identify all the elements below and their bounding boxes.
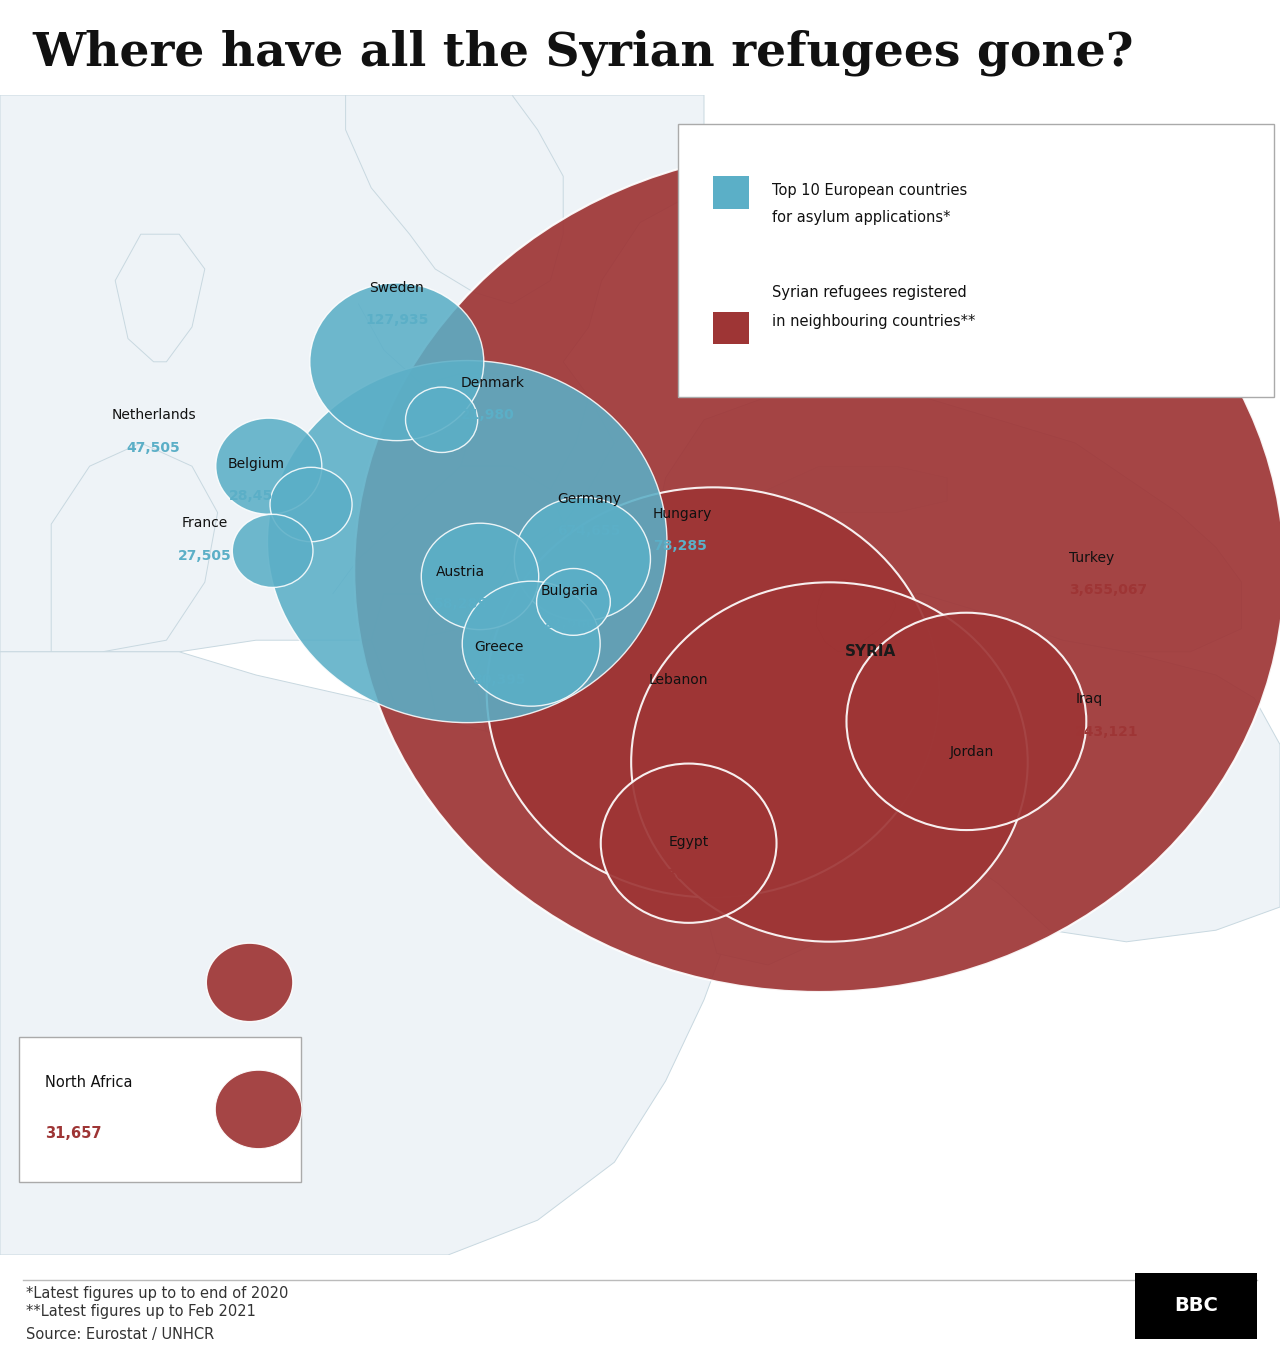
Text: 21,980: 21,980 (461, 408, 515, 423)
Polygon shape (474, 606, 525, 734)
FancyBboxPatch shape (1135, 1273, 1257, 1339)
Text: Turkey: Turkey (1069, 551, 1114, 565)
Text: 27,505: 27,505 (178, 549, 232, 563)
Text: Belgium: Belgium (228, 456, 284, 471)
Text: Iraq: Iraq (1075, 692, 1102, 707)
Text: 47,505: 47,505 (127, 440, 180, 455)
Text: SYRIA: SYRIA (845, 645, 896, 660)
FancyBboxPatch shape (713, 176, 749, 209)
Circle shape (216, 419, 321, 514)
Circle shape (232, 514, 314, 587)
Circle shape (206, 944, 293, 1022)
Text: Top 10 European countries: Top 10 European countries (772, 183, 968, 198)
Text: Denmark: Denmark (461, 376, 525, 389)
Text: Hungary: Hungary (653, 506, 712, 521)
Polygon shape (768, 466, 947, 513)
Text: Sweden: Sweden (370, 280, 424, 295)
Polygon shape (51, 443, 218, 651)
Text: 80,395: 80,395 (472, 673, 526, 686)
Text: Jordan: Jordan (950, 744, 995, 759)
Circle shape (355, 149, 1280, 992)
Text: Where have all the Syrian refugees gone?: Where have all the Syrian refugees gone? (32, 30, 1134, 75)
Text: 22,960: 22,960 (543, 616, 596, 631)
Text: Bulgaria: Bulgaria (540, 584, 599, 599)
Circle shape (515, 497, 650, 621)
FancyBboxPatch shape (678, 124, 1274, 397)
FancyBboxPatch shape (19, 1036, 301, 1182)
Polygon shape (115, 234, 205, 362)
Text: Greece: Greece (475, 641, 524, 654)
Text: 865,531: 865,531 (646, 705, 710, 719)
Text: Egypt: Egypt (668, 835, 709, 849)
Text: Netherlands: Netherlands (111, 408, 196, 423)
Polygon shape (0, 651, 730, 1254)
Text: 31,657: 31,657 (45, 1127, 101, 1141)
Text: 58,285: 58,285 (434, 598, 488, 611)
Circle shape (846, 612, 1087, 830)
Text: 674,655: 674,655 (557, 524, 621, 538)
Circle shape (421, 524, 539, 630)
FancyBboxPatch shape (713, 312, 749, 345)
Text: BBC: BBC (1174, 1296, 1219, 1315)
Circle shape (631, 583, 1028, 942)
Text: 3,655,067: 3,655,067 (1069, 583, 1147, 598)
Circle shape (268, 361, 667, 723)
Text: in neighbouring countries**: in neighbouring countries** (772, 314, 975, 328)
Text: 664,603: 664,603 (950, 777, 1012, 791)
Polygon shape (346, 96, 563, 304)
Circle shape (486, 487, 940, 898)
Text: 78,285: 78,285 (653, 540, 707, 553)
Text: *Latest figures up to to end of 2020: *Latest figures up to to end of 2020 (26, 1285, 288, 1300)
Text: France: France (182, 516, 228, 530)
Text: Germany: Germany (557, 491, 621, 506)
Text: 127,935: 127,935 (365, 314, 429, 327)
Text: for asylum applications*: for asylum applications* (772, 210, 950, 226)
Circle shape (600, 763, 777, 923)
Circle shape (215, 1070, 302, 1148)
Text: Syrian refugees registered: Syrian refugees registered (772, 285, 966, 300)
Text: 28,450: 28,450 (229, 490, 283, 503)
Text: **Latest figures up to Feb 2021: **Latest figures up to Feb 2021 (26, 1304, 256, 1319)
Polygon shape (371, 594, 435, 756)
Text: Austria: Austria (436, 565, 485, 579)
Polygon shape (704, 814, 845, 965)
Circle shape (270, 467, 352, 541)
Polygon shape (0, 96, 704, 651)
Circle shape (536, 568, 611, 635)
Text: Lebanon: Lebanon (649, 673, 708, 686)
Polygon shape (666, 571, 1280, 942)
Text: 130,577: 130,577 (657, 868, 721, 882)
Circle shape (462, 581, 600, 707)
Circle shape (310, 283, 484, 440)
Text: Source: Eurostat / UNHCR: Source: Eurostat / UNHCR (26, 1327, 214, 1342)
Circle shape (406, 388, 477, 452)
Text: 243,121: 243,121 (1075, 725, 1139, 739)
Text: North Africa: North Africa (45, 1075, 132, 1090)
Polygon shape (653, 385, 1242, 651)
